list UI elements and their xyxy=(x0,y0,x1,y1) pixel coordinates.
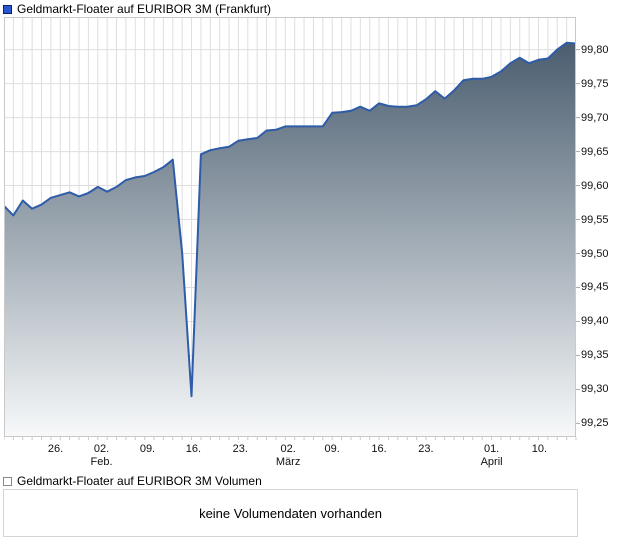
price-chart-plot-area xyxy=(3,17,580,441)
y-axis-label: 99,65 xyxy=(581,145,609,158)
x-axis-label: 09. xyxy=(139,443,156,455)
x-axis-label: 09. xyxy=(324,443,340,455)
y-axis-label: 99,25 xyxy=(581,417,609,430)
y-axis-label: 99,60 xyxy=(581,179,609,192)
y-axis-label: 99,35 xyxy=(581,349,609,362)
price-chart-legend: Geldmarkt-Floater auf EURIBOR 3M (Frankf… xyxy=(3,2,271,16)
x-axis-label: 01. April xyxy=(480,443,503,468)
x-axis-label: 23. xyxy=(418,443,434,455)
price-chart-title: Geldmarkt-Floater auf EURIBOR 3M (Frankf… xyxy=(17,2,272,16)
y-axis-label: 99,80 xyxy=(581,43,609,56)
x-axis-label: 26. xyxy=(47,443,64,455)
y-axis-label: 99,45 xyxy=(581,281,609,294)
volume-series-legend-icon xyxy=(3,476,12,486)
x-axis-label: 02. Feb. xyxy=(90,443,113,468)
x-axis-label: 16. xyxy=(371,443,387,455)
y-axis-label: 99,30 xyxy=(581,383,609,396)
x-axis-month-label: März xyxy=(275,456,301,468)
x-axis-month-label: April xyxy=(480,456,503,468)
price-chart-canvas xyxy=(3,17,580,440)
y-axis-label: 99,50 xyxy=(581,247,609,260)
x-axis-month-label: Feb. xyxy=(90,456,113,468)
price-series-legend-icon xyxy=(3,4,12,14)
volume-chart-legend: Geldmarkt-Floater auf EURIBOR 3M Volumen xyxy=(3,474,262,488)
volume-panel: keine Volumendaten vorhanden xyxy=(3,489,578,537)
x-axis: 26. 02. Feb. 09. 16. 23. 02. März 09. 16. 23. 01. Ap… xyxy=(4,441,580,469)
y-axis: 99,80 99,75 99,70 99,65 99,60 99,55 99,50 99,45… xyxy=(581,17,619,441)
x-axis-label: 16. xyxy=(185,443,202,455)
volume-empty-message: keine Volumendaten vorhanden xyxy=(199,505,382,521)
x-axis-label: 02. März xyxy=(275,443,301,468)
y-axis-label: 99,40 xyxy=(581,315,609,328)
x-axis-label: 23. xyxy=(232,443,248,455)
y-axis-label: 99,70 xyxy=(581,111,609,124)
x-axis-label: 10. xyxy=(531,443,548,455)
volume-chart-title: Geldmarkt-Floater auf EURIBOR 3M Volumen xyxy=(17,474,262,488)
y-axis-label: 99,55 xyxy=(581,213,609,226)
y-axis-label: 99,75 xyxy=(581,77,609,90)
